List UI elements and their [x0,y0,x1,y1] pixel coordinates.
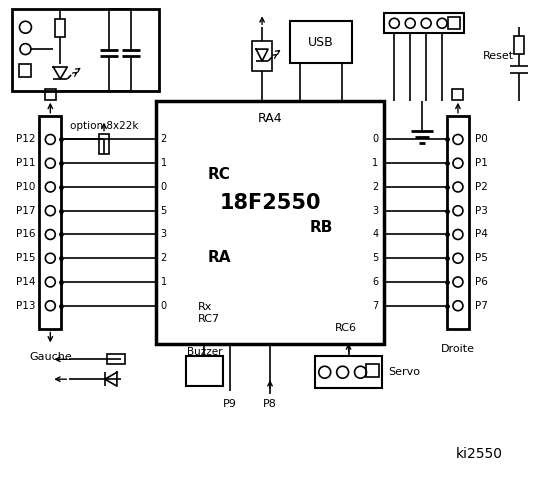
Text: 0: 0 [161,182,167,192]
Text: Droite: Droite [441,344,475,354]
Bar [290,21,352,63]
Text: 2: 2 [372,182,378,192]
Text: P9: P9 [223,399,237,409]
Text: 4: 4 [372,229,378,240]
Text: P10: P10 [16,182,35,192]
Text: Servo: Servo [388,367,420,377]
Text: P11: P11 [16,158,35,168]
Text: 7: 7 [372,301,378,311]
Text: 0: 0 [161,301,167,311]
Text: P15: P15 [16,253,35,263]
Text: RC6: RC6 [335,324,357,334]
Bar [12,9,159,91]
Bar [384,13,464,33]
Text: P13: P13 [16,301,35,311]
Text: Rx: Rx [197,301,212,312]
Text: ki2550: ki2550 [455,447,502,461]
Text: RC7: RC7 [197,313,220,324]
Bar [107,354,125,364]
Bar [514,36,524,54]
Text: 1: 1 [372,158,378,168]
Text: 1: 1 [161,277,167,287]
Text: P4: P4 [475,229,488,240]
Bar [39,116,61,329]
Text: P16: P16 [16,229,35,240]
Text: 2: 2 [161,253,167,263]
Bar [315,356,382,388]
Text: P14: P14 [16,277,35,287]
Text: option 8x22k: option 8x22k [70,120,138,131]
Text: P17: P17 [16,206,35,216]
Text: 1: 1 [161,158,167,168]
Text: Buzzer: Buzzer [187,348,222,357]
Bar [252,41,272,71]
Text: P3: P3 [475,206,488,216]
Bar [156,101,384,344]
Text: 2: 2 [161,134,167,144]
Text: RA: RA [207,250,231,265]
Bar [367,364,379,377]
Bar [18,64,32,77]
Bar [45,89,56,100]
Text: P8: P8 [263,399,277,409]
Bar [447,116,469,329]
Text: 6: 6 [372,277,378,287]
Text: P1: P1 [475,158,488,168]
Text: P5: P5 [475,253,488,263]
Text: RC: RC [207,168,230,182]
Text: P6: P6 [475,277,488,287]
Text: Gauche: Gauche [29,352,72,362]
Bar [55,19,65,37]
Text: Reset: Reset [483,51,514,61]
Text: P2: P2 [475,182,488,192]
Text: 3: 3 [372,206,378,216]
Text: 0: 0 [372,134,378,144]
Text: 18F2550: 18F2550 [220,192,321,213]
Text: 5: 5 [372,253,378,263]
Text: USB: USB [308,36,333,48]
Text: RB: RB [309,220,333,235]
Bar [452,89,463,100]
Text: P7: P7 [475,301,488,311]
Text: 3: 3 [161,229,167,240]
Text: RA4: RA4 [258,112,283,125]
Text: 5: 5 [161,206,167,216]
Bar [99,133,109,154]
Bar [448,17,460,29]
Bar [185,356,223,386]
Text: P0: P0 [475,134,488,144]
Text: P12: P12 [16,134,35,144]
